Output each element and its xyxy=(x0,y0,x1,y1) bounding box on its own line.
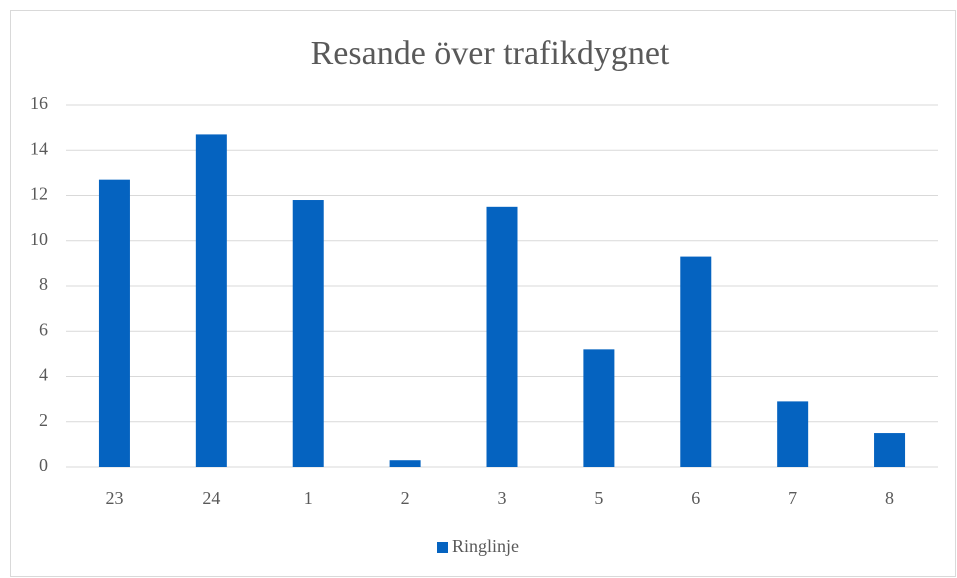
y-tick-label: 8 xyxy=(39,274,48,294)
y-tick-label: 6 xyxy=(39,319,48,339)
y-tick-label: 0 xyxy=(39,455,48,475)
bar xyxy=(389,460,421,467)
y-tick-label: 16 xyxy=(30,93,48,113)
y-tick-label: 2 xyxy=(39,410,48,430)
chart-title: Resande över trafikdygnet xyxy=(311,35,670,72)
x-tick-label: 1 xyxy=(304,488,313,508)
x-tick-label: 5 xyxy=(594,488,603,508)
bar xyxy=(292,200,324,467)
bar xyxy=(680,256,712,467)
x-tick-label: 8 xyxy=(885,488,894,508)
x-tick-label: 3 xyxy=(498,488,507,508)
legend-swatch xyxy=(437,542,448,553)
y-tick-label: 10 xyxy=(30,229,48,249)
bar xyxy=(486,206,518,467)
bar xyxy=(874,433,906,467)
x-tick-label: 2 xyxy=(401,488,410,508)
x-tick-label: 24 xyxy=(202,488,220,508)
y-tick-label: 12 xyxy=(30,184,48,204)
bar xyxy=(195,134,227,467)
y-tick-label: 14 xyxy=(30,138,48,158)
bar xyxy=(583,349,615,467)
chart-frame xyxy=(10,10,956,577)
legend-label: Ringlinje xyxy=(452,536,519,556)
x-tick-label: 7 xyxy=(788,488,797,508)
y-tick-label: 4 xyxy=(39,365,48,385)
x-tick-label: 6 xyxy=(691,488,700,508)
x-tick-label: 23 xyxy=(105,488,123,508)
bar xyxy=(98,179,130,467)
bar xyxy=(777,401,809,467)
